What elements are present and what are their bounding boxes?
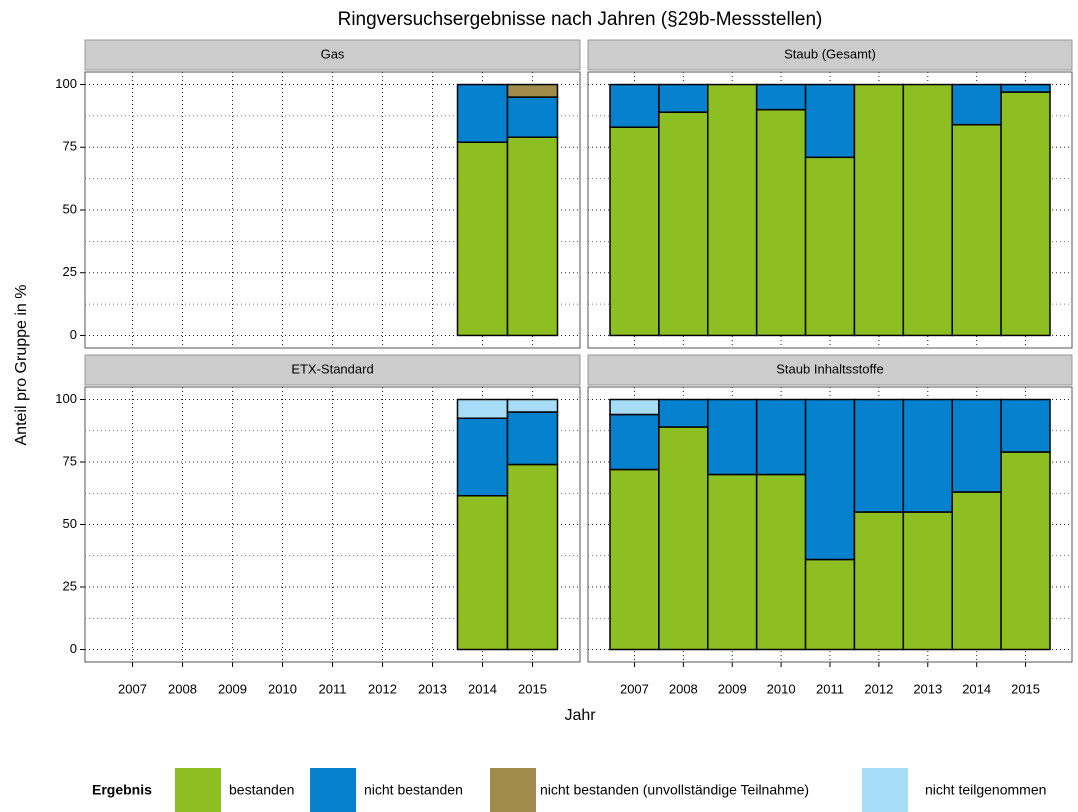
- bar-segment: [506, 83, 559, 98]
- facet-label: Staub (Gesamt): [784, 46, 876, 61]
- x-tick-label: 2010: [268, 681, 297, 696]
- bar-segment: [902, 511, 953, 651]
- legend-swatch: [862, 768, 908, 812]
- bar-segment: [1000, 398, 1051, 453]
- bar-segment: [804, 83, 856, 159]
- bar-segment: [609, 413, 660, 471]
- x-tick-label: 2009: [218, 681, 247, 696]
- bar-segment: [506, 411, 559, 466]
- facet-label: ETX-Standard: [291, 361, 373, 376]
- bar-segment: [853, 511, 905, 651]
- bar-segment: [853, 398, 905, 513]
- y-tick-label: 75: [63, 139, 77, 154]
- x-tick-label: 2014: [468, 681, 497, 696]
- bar-segment: [707, 473, 758, 651]
- x-tick-label: 2007: [620, 681, 649, 696]
- bar-segment: [1000, 451, 1051, 651]
- x-tick-label: 2012: [864, 681, 893, 696]
- bar-segment: [951, 491, 1002, 651]
- bar-segment: [1000, 91, 1051, 337]
- panel-border: [587, 71, 1073, 349]
- bar-segment: [609, 126, 660, 337]
- facet-label: Staub Inhaltsstoffe: [776, 361, 883, 376]
- x-tick-label: 2008: [168, 681, 197, 696]
- facet-label: Gas: [321, 46, 345, 61]
- legend-swatch: [175, 768, 221, 812]
- legend-label: bestanden: [229, 782, 294, 798]
- y-tick-label: 100: [55, 76, 77, 91]
- facet-strip: [84, 39, 581, 71]
- x-tick-label: 2008: [669, 681, 698, 696]
- y-tick-label: 75: [63, 453, 77, 468]
- y-tick-label: 0: [70, 641, 77, 656]
- y-tick-label: 100: [55, 391, 77, 406]
- x-tick-label: 2011: [816, 681, 844, 696]
- bar-segment: [506, 136, 559, 337]
- chart-title: Ringversuchsergebnisse nach Jahren (§29b…: [338, 9, 823, 30]
- bar-segment: [1000, 83, 1051, 93]
- bar-segment: [609, 83, 660, 128]
- legend-title: Ergebnis: [92, 782, 152, 798]
- bar-segment: [804, 156, 856, 337]
- bar-segment: [707, 83, 758, 337]
- bar-segment: [609, 398, 660, 416]
- bar-segment: [456, 417, 509, 497]
- legend-swatch: [490, 768, 536, 812]
- x-tick-label: 2009: [718, 681, 747, 696]
- bar-segment: [804, 398, 856, 561]
- bar-segment: [658, 111, 709, 337]
- bar-segment: [951, 398, 1002, 493]
- bar-segment: [902, 83, 953, 337]
- bar-segment: [951, 123, 1002, 337]
- x-axis-label: Jahr: [564, 707, 596, 724]
- x-tick-label: 2014: [962, 681, 991, 696]
- bar-segment: [853, 83, 905, 337]
- y-tick-label: 25: [63, 578, 77, 593]
- y-axis-label: Anteil pro Gruppe in %: [13, 285, 30, 446]
- legend-label: nicht bestanden (unvollständige Teilnahm…: [540, 782, 809, 798]
- legend-label: nicht teilgenommen: [925, 782, 1046, 798]
- y-tick-label: 50: [63, 516, 77, 531]
- facet-strip: [587, 39, 1073, 71]
- bar-segment: [456, 141, 509, 337]
- x-tick-label: 2007: [118, 681, 147, 696]
- bar-segment: [609, 468, 660, 651]
- panel-border: [587, 386, 1073, 663]
- bar-segment: [755, 83, 807, 111]
- bar-segment: [658, 83, 709, 113]
- x-tick-label: 2013: [913, 681, 942, 696]
- bar-segment: [804, 558, 856, 651]
- x-tick-label: 2010: [767, 681, 796, 696]
- bar-segment: [707, 398, 758, 476]
- facet-strip: [587, 354, 1073, 386]
- bar-segment: [755, 398, 807, 476]
- bar-segment: [456, 83, 509, 144]
- x-tick-label: 2013: [418, 681, 447, 696]
- y-tick-label: 0: [70, 327, 77, 342]
- bar-segment: [506, 96, 559, 138]
- bar-segment: [755, 473, 807, 651]
- bar-segment: [506, 398, 559, 413]
- facet-strip: [84, 354, 581, 386]
- bar-segment: [506, 463, 559, 651]
- x-tick-label: 2015: [1011, 681, 1040, 696]
- panel-border: [84, 386, 581, 663]
- legend-swatch: [310, 768, 356, 812]
- bar-segment: [902, 398, 953, 513]
- legend-label: nicht bestanden: [364, 782, 463, 798]
- bar-segment: [951, 83, 1002, 126]
- x-tick-label: 2012: [368, 681, 397, 696]
- x-tick-label: 2011: [319, 681, 347, 696]
- y-tick-label: 25: [63, 264, 77, 279]
- bar-segment: [456, 398, 509, 419]
- bar-segment: [658, 426, 709, 651]
- y-tick-label: 50: [63, 201, 77, 216]
- panel-border: [84, 71, 581, 349]
- bar-segment: [755, 108, 807, 337]
- x-tick-label: 2015: [518, 681, 547, 696]
- bar-segment: [658, 398, 709, 428]
- bar-segment: [456, 495, 509, 651]
